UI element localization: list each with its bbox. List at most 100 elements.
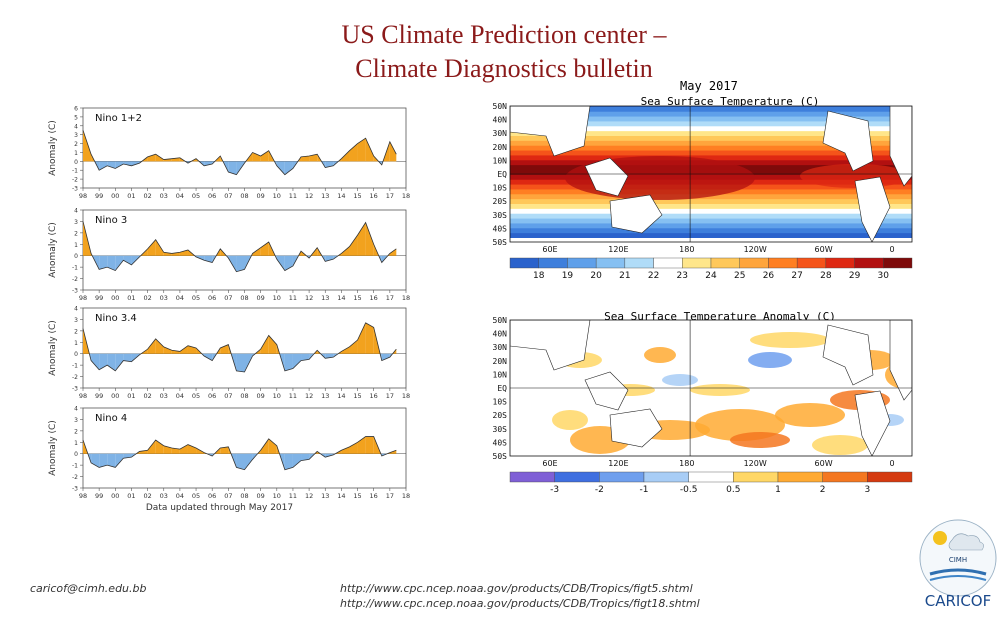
footer-email[interactable]: caricof@cimh.edu.bb bbox=[30, 582, 147, 595]
atlantic-warm bbox=[800, 164, 910, 188]
colorbar-tick-label: 29 bbox=[849, 271, 861, 281]
colorbar-tick-label: 23 bbox=[677, 271, 688, 281]
y-tick-label: 6 bbox=[74, 106, 78, 113]
x-tick-label: 18 bbox=[402, 192, 410, 200]
area-segment bbox=[301, 156, 310, 162]
area-segment bbox=[139, 353, 142, 355]
area-segment bbox=[83, 130, 92, 162]
area-segment bbox=[163, 346, 172, 354]
colorbar-cell bbox=[599, 471, 645, 483]
lon-label: 120W bbox=[744, 459, 767, 468]
anomaly-patch bbox=[552, 410, 588, 430]
area-segment bbox=[357, 436, 366, 454]
x-tick-label: 03 bbox=[160, 192, 168, 200]
landmass bbox=[854, 390, 891, 456]
x-tick-label: 14 bbox=[337, 294, 345, 302]
area-segment bbox=[171, 252, 180, 256]
area-segment bbox=[252, 247, 261, 256]
footer-url-1[interactable]: http://www.cpc.ncep.noaa.gov/products/CD… bbox=[340, 582, 693, 595]
area-segment bbox=[389, 248, 397, 256]
area-segment bbox=[107, 453, 116, 468]
lat-label: 20N bbox=[493, 357, 508, 366]
colorbar-tick-label: 25 bbox=[734, 271, 745, 281]
x-tick-label: 18 bbox=[402, 492, 410, 500]
area-segment bbox=[389, 141, 397, 162]
area-segment bbox=[276, 255, 285, 271]
area-segment bbox=[163, 252, 172, 256]
x-tick-label: 07 bbox=[224, 294, 232, 302]
area-segment bbox=[301, 353, 310, 361]
panel-ylabel: Anomaly (C) bbox=[48, 120, 58, 176]
area-segment bbox=[252, 152, 261, 162]
area-segment bbox=[268, 438, 277, 454]
landmass bbox=[889, 320, 912, 401]
logo-wordmark: CARICOF bbox=[925, 592, 992, 610]
area-segment bbox=[204, 353, 213, 361]
area-segment bbox=[381, 353, 390, 361]
landmass bbox=[510, 106, 591, 157]
area-segment bbox=[357, 222, 366, 256]
lon-label: 180 bbox=[679, 459, 694, 468]
x-tick-label: 98 bbox=[79, 392, 87, 400]
landmass bbox=[510, 320, 591, 371]
sun-icon bbox=[933, 531, 947, 545]
landmass bbox=[822, 110, 874, 172]
area-segment bbox=[107, 161, 116, 169]
x-tick-label: 04 bbox=[176, 294, 184, 302]
area-segment bbox=[179, 444, 188, 454]
y-tick-label: -1 bbox=[72, 363, 78, 370]
x-tick-label: 03 bbox=[160, 392, 168, 400]
x-tick-label: 18 bbox=[402, 392, 410, 400]
y-tick-label: 0 bbox=[74, 451, 78, 458]
x-tick-label: 13 bbox=[321, 392, 329, 400]
x-tick-label: 14 bbox=[337, 492, 345, 500]
lat-label: 10N bbox=[493, 156, 508, 165]
y-tick-label: -2 bbox=[72, 374, 78, 381]
landmass bbox=[584, 371, 629, 411]
panel-ylabel: Anomaly (C) bbox=[48, 222, 58, 278]
anomaly-patch bbox=[690, 384, 750, 396]
anomaly-patch bbox=[644, 347, 676, 363]
lat-label: 20N bbox=[493, 143, 508, 152]
colorbar-tick-label: 20 bbox=[590, 271, 602, 281]
lat-label: 30N bbox=[493, 129, 508, 138]
lat-label: 40N bbox=[493, 330, 508, 339]
x-tick-label: 02 bbox=[143, 392, 151, 400]
y-tick-label: -2 bbox=[72, 474, 78, 481]
x-tick-label: 11 bbox=[289, 192, 297, 200]
x-tick-label: 99 bbox=[95, 492, 103, 500]
area-segment bbox=[357, 322, 366, 354]
footer-url-2[interactable]: http://www.cpc.ncep.noaa.gov/products/CD… bbox=[340, 597, 700, 610]
x-tick-label: 00 bbox=[111, 492, 119, 500]
anomaly-patch-cool bbox=[748, 352, 792, 368]
colorbar-tick-label: 26 bbox=[763, 271, 775, 281]
slide-title-line1: US Climate Prediction center – bbox=[341, 20, 667, 49]
x-tick-label: 05 bbox=[192, 392, 200, 400]
area-segment bbox=[284, 453, 293, 470]
colorbar-tick-label: -3 bbox=[550, 485, 559, 495]
x-tick-label: 17 bbox=[386, 392, 394, 400]
x-tick-label: 99 bbox=[95, 192, 103, 200]
x-tick-label: 15 bbox=[353, 192, 361, 200]
colorbar-tick-label: -1 bbox=[640, 485, 649, 495]
area-segment bbox=[349, 235, 358, 256]
x-tick-label: 08 bbox=[240, 192, 248, 200]
y-tick-label: -3 bbox=[72, 288, 78, 295]
x-tick-label: 02 bbox=[143, 492, 151, 500]
panel-title: Nino 1+2 bbox=[95, 113, 142, 124]
x-tick-label: 99 bbox=[95, 392, 103, 400]
colorbar-cell bbox=[688, 471, 734, 483]
area-segment bbox=[115, 453, 124, 468]
x-tick-label: 10 bbox=[273, 392, 281, 400]
x-tick-label: 12 bbox=[305, 294, 313, 302]
area-segment bbox=[292, 161, 298, 169]
colorbar-tick-label: 22 bbox=[648, 271, 659, 281]
anomaly-patch bbox=[812, 435, 868, 455]
y-tick-label: -3 bbox=[72, 486, 78, 493]
x-tick-label: 01 bbox=[127, 294, 135, 302]
lon-label: 120W bbox=[744, 245, 767, 254]
x-tick-label: 06 bbox=[208, 492, 216, 500]
landmass bbox=[889, 106, 912, 187]
area-segment bbox=[252, 453, 258, 460]
area-segment bbox=[155, 338, 164, 354]
